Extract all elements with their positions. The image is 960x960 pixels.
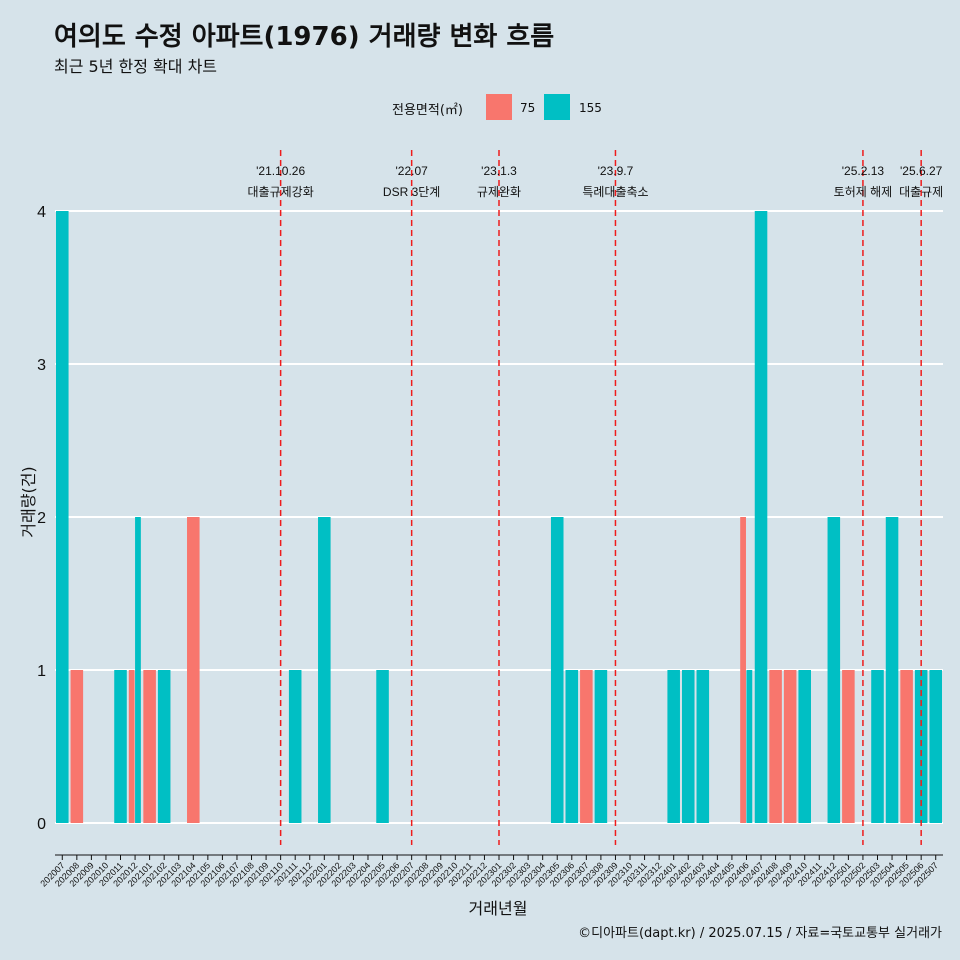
caption: ©디아파트(dapt.kr) / 2025.07.15 / 자료=국토교통부 실… [578, 926, 942, 941]
bar-155-202402 [681, 670, 695, 823]
bar-155-202102 [157, 670, 171, 823]
bar-155-202504 [885, 517, 899, 823]
y-tick-label-3: 3 [37, 357, 46, 374]
event-label-5: 대출규제 [899, 185, 943, 199]
bar-155-202306 [565, 670, 579, 823]
bar-155-202403 [696, 670, 710, 823]
chart-title: 여의도 수정 아파트(1976) 거래량 변화 흐름 [54, 22, 555, 52]
legend-label-155: 155 [579, 101, 602, 115]
event-label-4: 토허제 해제 [834, 185, 893, 199]
event-date-5: '25.6.27 [900, 164, 943, 178]
legend-title: 전용면적(㎡) [392, 103, 463, 118]
bar-75-202012 [128, 670, 135, 823]
bar-75-202101 [143, 670, 156, 823]
bar-75-202406 [740, 517, 746, 823]
bar-75-202408 [769, 670, 782, 823]
bar-155-202012 [135, 517, 141, 823]
bar-75-202505 [900, 670, 913, 823]
chart-subtitle: 최근 5년 한정 확대 차트 [54, 57, 218, 76]
bar-155-202205 [376, 670, 389, 823]
legend-label-75: 75 [520, 101, 536, 115]
y-tick-label-1: 1 [37, 663, 46, 680]
event-date-0: '21.10.26 [256, 164, 305, 178]
event-date-3: '23.9.7 [598, 164, 634, 178]
event-date-2: '23.1.3 [481, 164, 517, 178]
bar-75-202307 [580, 670, 593, 823]
bar-155-202506 [914, 670, 928, 823]
bar-155-202305 [550, 517, 564, 823]
bar-155-202401 [667, 670, 680, 823]
bar-155-202507 [929, 670, 942, 823]
legend-key-155 [544, 94, 570, 120]
y-tick-label-2: 2 [37, 510, 46, 527]
bar-155-202410 [798, 670, 811, 823]
x-axis-title: 거래년월 [469, 899, 528, 918]
bar-155-202111 [288, 670, 302, 823]
event-date-4: '25.2.13 [842, 164, 885, 178]
bar-155-202201 [318, 517, 331, 823]
event-label-0: 대출규제강화 [248, 185, 314, 199]
bar-75-202104 [187, 517, 200, 823]
bar-155-202406 [746, 670, 753, 823]
event-label-2: 규제완화 [477, 185, 521, 199]
bar-155-202503 [871, 670, 884, 823]
bar-155-202412 [827, 517, 841, 823]
bar-155-202007 [56, 211, 69, 823]
y-axis-title: 거래량(건) [19, 466, 38, 537]
legend: 전용면적(㎡) 75 155 [0, 94, 960, 122]
event-label-3: 특례대출축소 [582, 185, 648, 199]
bar-75-202008 [70, 670, 84, 823]
bar-155-202407 [754, 211, 768, 823]
legend-key-75 [486, 94, 512, 120]
bar-155-202011 [114, 670, 127, 823]
bar-75-202501 [842, 670, 855, 823]
y-tick-label-4: 4 [37, 204, 46, 221]
event-label-1: DSR 3단계 [383, 185, 440, 199]
y-tick-label-0: 0 [37, 816, 46, 833]
event-date-1: '22.07 [395, 164, 428, 178]
bar-75-202409 [783, 670, 797, 823]
bar-155-202308 [594, 670, 608, 823]
